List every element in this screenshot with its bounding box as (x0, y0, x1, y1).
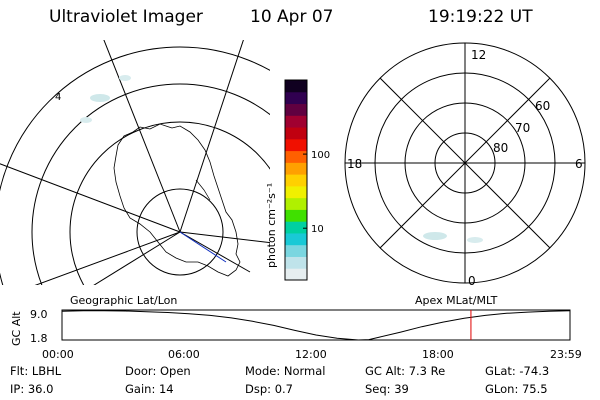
aurora-patch (467, 237, 483, 243)
colorbar-stripe (285, 127, 307, 140)
colorbar-ticks: 100 10 (303, 150, 330, 235)
altitude-xtick: 12:00 (295, 348, 327, 361)
small-mark: 4 (55, 92, 61, 103)
altitude-xtick: 23:59 (550, 348, 582, 361)
track-line (179, 231, 227, 263)
colorbar-stripe (285, 232, 307, 246)
apex-panel-label: Apex MLat/MLT (415, 294, 498, 307)
coastline (113, 123, 241, 277)
colorbar-frame (284, 79, 308, 281)
colorbar-stripe (285, 185, 307, 199)
time-label: 19:19:22 UT (428, 7, 533, 27)
apex-polar-plot: 12 18 6 0 60 70 80 (344, 42, 586, 288)
colorbar-stripe (285, 103, 307, 116)
meridian-line (179, 231, 251, 273)
lat-label-80: 80 (493, 141, 508, 155)
altitude-frame (61, 309, 571, 341)
colorbar-stripe (285, 221, 307, 234)
aurora-patch (90, 94, 110, 102)
altitude-xtick: 00:00 (42, 348, 74, 361)
altitude-line (61, 310, 570, 341)
colorbar-tick-label: 100 (311, 150, 330, 161)
info-gain: Gain: 14 (125, 382, 174, 396)
info-mode: Mode: Normal (245, 364, 326, 378)
info-seq: Seq: 39 (365, 382, 409, 396)
meridian-line (0, 163, 181, 233)
mlt-label-18: 18 (347, 157, 362, 171)
colorbar-stripe (285, 197, 307, 210)
mlt-label-6: 6 (575, 157, 583, 171)
colorbar-label: photon cm⁻²s⁻¹ (265, 183, 278, 268)
colorbar-stripe (285, 150, 307, 163)
altitude-ylabel: GC Alt (10, 311, 23, 346)
lat-circle (31, 83, 270, 285)
colorbar-gradient (285, 80, 307, 281)
altitude-ytick-top: 9.0 (30, 308, 48, 321)
colorbar-stripe (285, 256, 307, 269)
colorbar-tick-label: 10 (311, 224, 324, 235)
geographic-map: 4 (0, 40, 270, 285)
aurora-patch (423, 232, 447, 240)
altitude-plot: GC Alt 9.0 1.8 00:00 06:00 12:00 18:00 2… (10, 308, 582, 361)
lat-circle (69, 121, 270, 285)
colorbar-stripe (285, 138, 307, 152)
meridian-line (103, 40, 181, 233)
altitude-ytick-bottom: 1.8 (30, 332, 48, 345)
colorbar: 100 10 photon cm⁻²s⁻¹ (265, 79, 330, 281)
polar-diagonal (379, 77, 551, 249)
colorbar-stripe (285, 162, 307, 175)
colorbar-stripe (285, 174, 307, 187)
geo-panel-label: Geographic Lat/Lon (70, 294, 178, 307)
info-dsp: Dsp: 0.7 (245, 382, 293, 396)
colorbar-stripe (285, 115, 307, 128)
lat-label-60: 60 (535, 99, 550, 113)
date-label: 10 Apr 07 (250, 7, 334, 27)
meridian-line (179, 40, 244, 233)
meridian-line (93, 231, 181, 285)
colorbar-stripe (285, 209, 307, 222)
info-ip: IP: 36.0 (10, 382, 54, 396)
colorbar-stripe (285, 80, 307, 93)
altitude-xtick: 18:00 (422, 348, 454, 361)
colorbar-stripe (285, 244, 307, 257)
mlt-label-12: 12 (471, 48, 486, 62)
coastline-detail (195, 179, 211, 201)
mlt-label-0: 0 (468, 274, 476, 288)
lat-circle (136, 188, 224, 276)
altitude-xtick: 06:00 (168, 348, 200, 361)
info-flt: Flt: LBHL (10, 364, 62, 378)
info-door: Door: Open (125, 364, 191, 378)
info-gc-alt: GC Alt: 7.3 Re (365, 364, 446, 378)
aurora-patch (80, 117, 92, 123)
info-glat: GLat: -74.3 (485, 364, 550, 378)
meridian-line (179, 231, 270, 244)
aurora-patch (119, 75, 131, 81)
info-glon: GLon: 75.5 (485, 382, 548, 396)
lat-label-70: 70 (515, 121, 530, 135)
app-title: Ultraviolet Imager (49, 7, 203, 27)
lat-circle (0, 46, 270, 285)
colorbar-stripe (285, 268, 307, 281)
colorbar-stripe (285, 91, 307, 105)
meridian-line (34, 231, 181, 285)
